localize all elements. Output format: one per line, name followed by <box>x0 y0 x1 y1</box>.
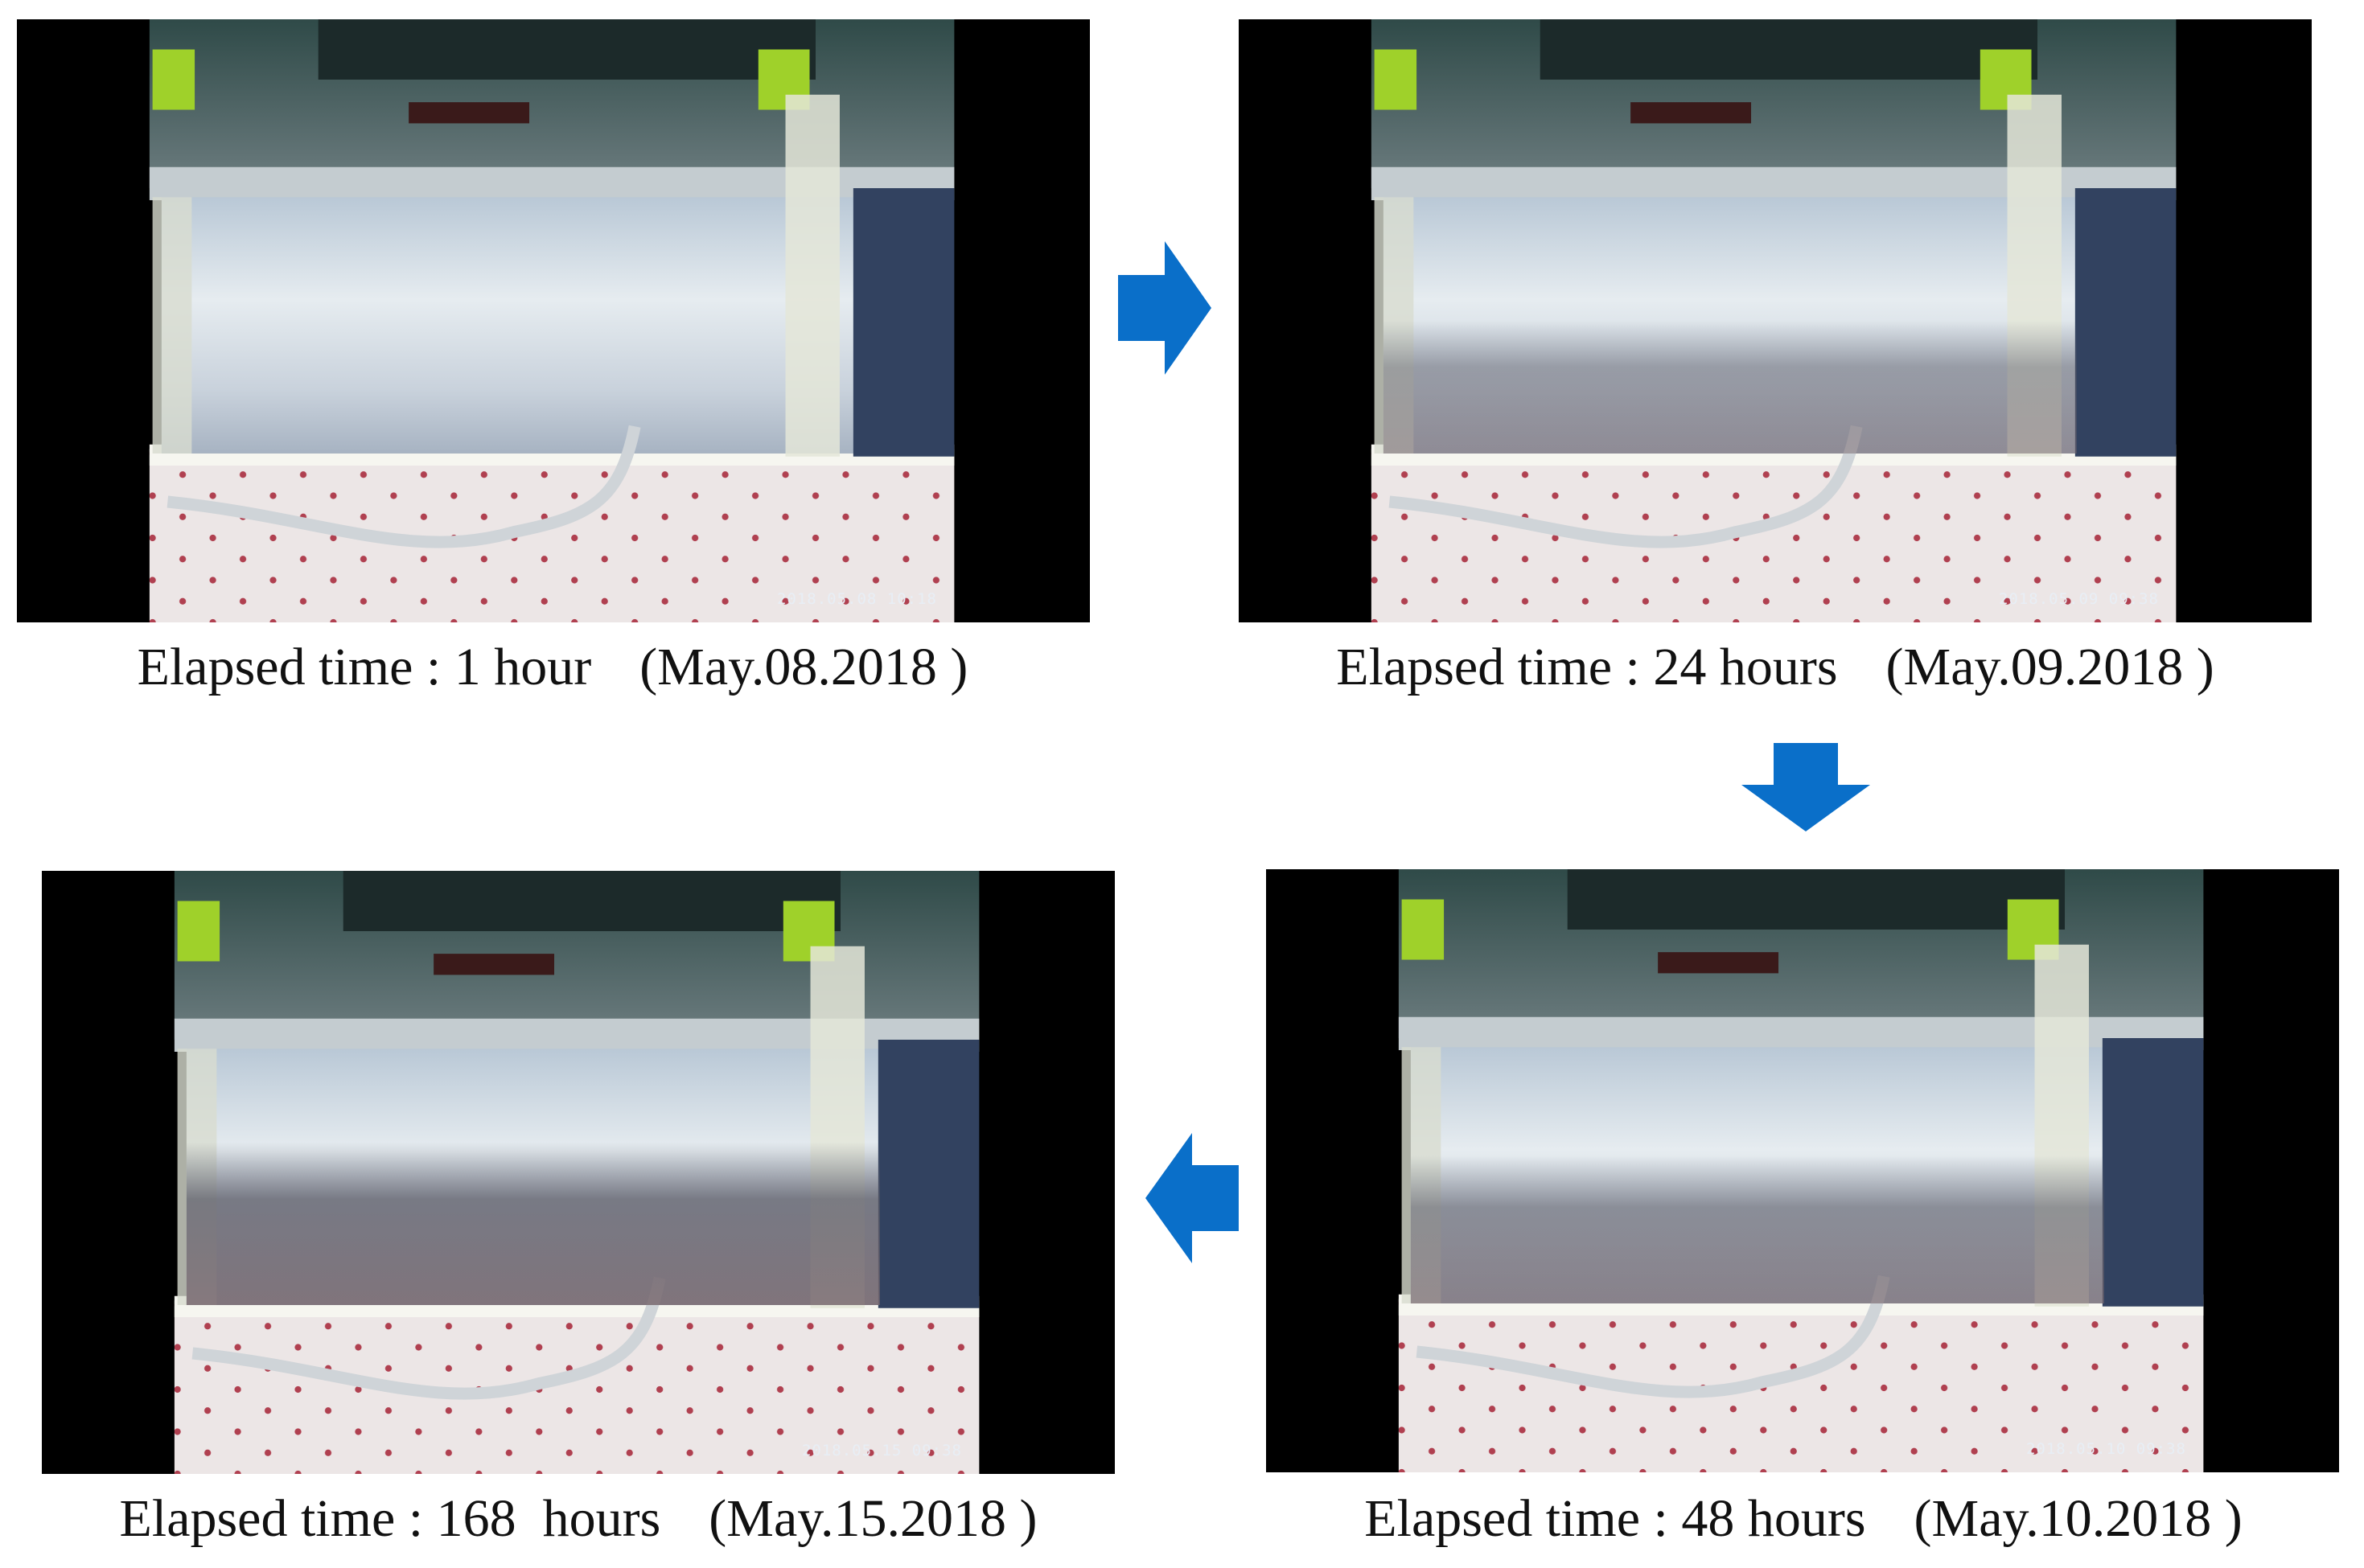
photo-panel: 2018.05.10 09:38 <box>1266 869 2339 1472</box>
photo <box>1239 19 2312 622</box>
elapsed-time: Elapsed time : 168 hours <box>119 1489 661 1548</box>
date: (May.15.2018 ) <box>709 1489 1038 1548</box>
date: (May.08.2018 ) <box>639 638 968 696</box>
timestamp: 2018.05.08 10:18 <box>776 590 937 608</box>
timestamp: 2018.05.09 09:38 <box>1998 590 2159 608</box>
elapsed-time: Elapsed time : 24 hours <box>1336 638 1838 696</box>
timestamp: 2018.05.10 09:38 <box>2025 1440 2186 1458</box>
photo-panel: 2018.05.08 10:18 <box>17 19 1090 622</box>
photo <box>17 19 1090 622</box>
date: (May.09.2018 ) <box>1885 638 2214 696</box>
caption: Elapsed time : 1 hour (May.08.2018 ) <box>0 637 1116 698</box>
photo <box>1266 869 2339 1472</box>
elapsed-time: Elapsed time : 48 hours <box>1364 1489 1866 1548</box>
date: (May.10.2018 ) <box>1914 1489 2243 1548</box>
photo <box>42 871 1115 1474</box>
timestamp: 2018.05.15 09:38 <box>801 1442 962 1459</box>
elapsed-time: Elapsed time : 1 hour <box>137 638 592 696</box>
arrow-down <box>1741 743 1870 831</box>
photo-panel: 2018.05.15 09:38 <box>42 871 1115 1474</box>
caption: Elapsed time : 24 hours (May.09.2018 ) <box>1212 637 2338 698</box>
caption: Elapsed time : 168 hours (May.15.2018 ) <box>15 1488 1141 1550</box>
caption: Elapsed time : 48 hours (May.10.2018 ) <box>1240 1488 2364 1550</box>
arrow-left <box>1145 1133 1239 1263</box>
photo-panel: 2018.05.09 09:38 <box>1239 19 2312 622</box>
arrow-right <box>1118 241 1211 375</box>
